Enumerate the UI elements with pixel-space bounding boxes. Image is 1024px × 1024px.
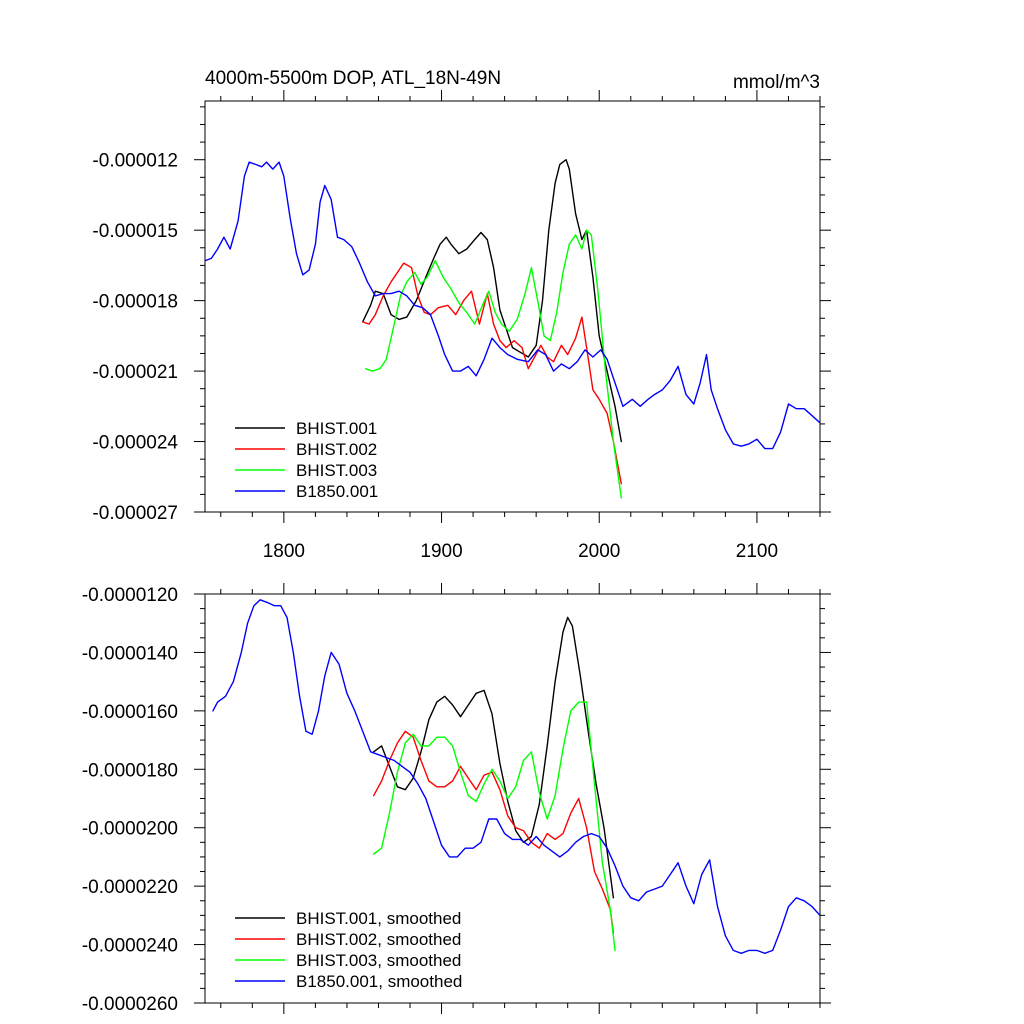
series-line-bhist-003 [365, 229, 622, 499]
y-tick-label: -0.0000120 [82, 585, 178, 606]
legend-label: BHIST.003 [296, 461, 377, 480]
y-tick-label: -0.000027 [92, 503, 178, 524]
x-tick-label: 2000 [578, 541, 620, 562]
y-tick-label: -0.0000200 [82, 819, 178, 840]
series-group [205, 158, 820, 499]
series-line-b1850-001-smoothed [212, 599, 820, 954]
y-tick-label: -0.0000160 [82, 702, 178, 723]
series-line-bhist-002 [362, 262, 622, 485]
legend-label: BHIST.002, smoothed [296, 930, 461, 949]
series-group [212, 599, 820, 954]
series-line-b1850-001 [205, 161, 820, 450]
chart-title: 4000m-5500m DOP, ATL_18N-49N [205, 68, 501, 89]
series-line-bhist-001 [362, 158, 622, 443]
y-tick-label: -0.0000180 [82, 760, 178, 781]
y-tick-label: -0.000018 [92, 292, 178, 313]
y-tick-label: -0.0000240 [82, 936, 178, 957]
x-tick-label: 1800 [263, 541, 305, 562]
legend-label: B1850.001, smoothed [296, 972, 462, 991]
series-line-bhist-003-smoothed [373, 701, 616, 952]
bottom-panel: -0.0000120 -0.0000140 -0.0000160 -0.0000180… [82, 583, 831, 1015]
legend-label: BHIST.003, smoothed [296, 951, 461, 970]
series-line-bhist-002-smoothed [373, 730, 615, 934]
y-tick-label: -0.0000140 [82, 643, 178, 664]
y-tick-label: -0.000024 [92, 433, 178, 454]
top-panel: 4000m-5500m DOP, ATL_18N-49N mmol/m^3 1800… [92, 68, 831, 562]
series-line-bhist-001-smoothed [373, 616, 615, 899]
legend-label: BHIST.001, smoothed [296, 909, 461, 928]
legend-label: BHIST.001 [296, 419, 377, 438]
units-label: mmol/m^3 [733, 72, 820, 93]
y-tick-label: -0.0000220 [82, 877, 178, 898]
y-tick-label: -0.0000260 [82, 994, 178, 1015]
legend-label: BHIST.002 [296, 440, 377, 459]
x-tick-label: 1900 [420, 541, 462, 562]
legend-label: B1850.001 [296, 482, 378, 501]
x-tick-label: 2100 [736, 541, 778, 562]
plot-frame [204, 100, 821, 513]
y-tick-label: -0.000021 [92, 362, 178, 383]
y-tick-label: -0.000015 [92, 221, 178, 242]
y-tick-label: -0.000012 [92, 151, 178, 172]
